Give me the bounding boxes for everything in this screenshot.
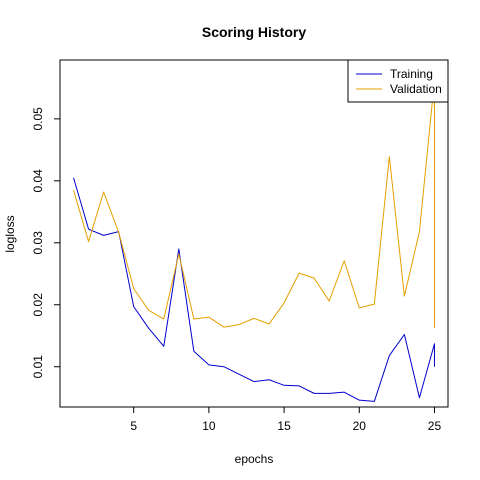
legend-box bbox=[347, 59, 449, 103]
legend: Training Validation bbox=[347, 59, 449, 103]
y-tick-label: 0.02 bbox=[31, 293, 45, 317]
plot-frame bbox=[59, 59, 449, 408]
x-tick-label: 10 bbox=[202, 419, 216, 433]
x-tick-label: 15 bbox=[277, 419, 291, 433]
x-axis-label: epochs bbox=[235, 452, 274, 466]
legend-label-training: Training bbox=[390, 67, 433, 81]
legend-label-validation: Validation bbox=[390, 82, 442, 96]
series-line-validation bbox=[73, 79, 435, 328]
y-tick-label: 0.05 bbox=[31, 107, 45, 131]
x-tick-label: 25 bbox=[428, 419, 442, 433]
chart-title: Scoring History bbox=[202, 24, 306, 40]
x-axis: 5 10 15 20 25 bbox=[130, 407, 441, 433]
y-tick-label: 0.01 bbox=[31, 355, 45, 379]
y-tick-label: 0.04 bbox=[31, 169, 45, 193]
series-layer bbox=[73, 79, 435, 402]
y-axis-label: logloss bbox=[3, 215, 17, 252]
x-tick-label: 20 bbox=[353, 419, 367, 433]
x-tick-label: 5 bbox=[130, 419, 137, 433]
y-tick-label: 0.03 bbox=[31, 231, 45, 255]
series-line-training bbox=[73, 177, 435, 402]
y-axis: 0.01 0.02 0.03 0.04 0.05 bbox=[31, 107, 60, 379]
